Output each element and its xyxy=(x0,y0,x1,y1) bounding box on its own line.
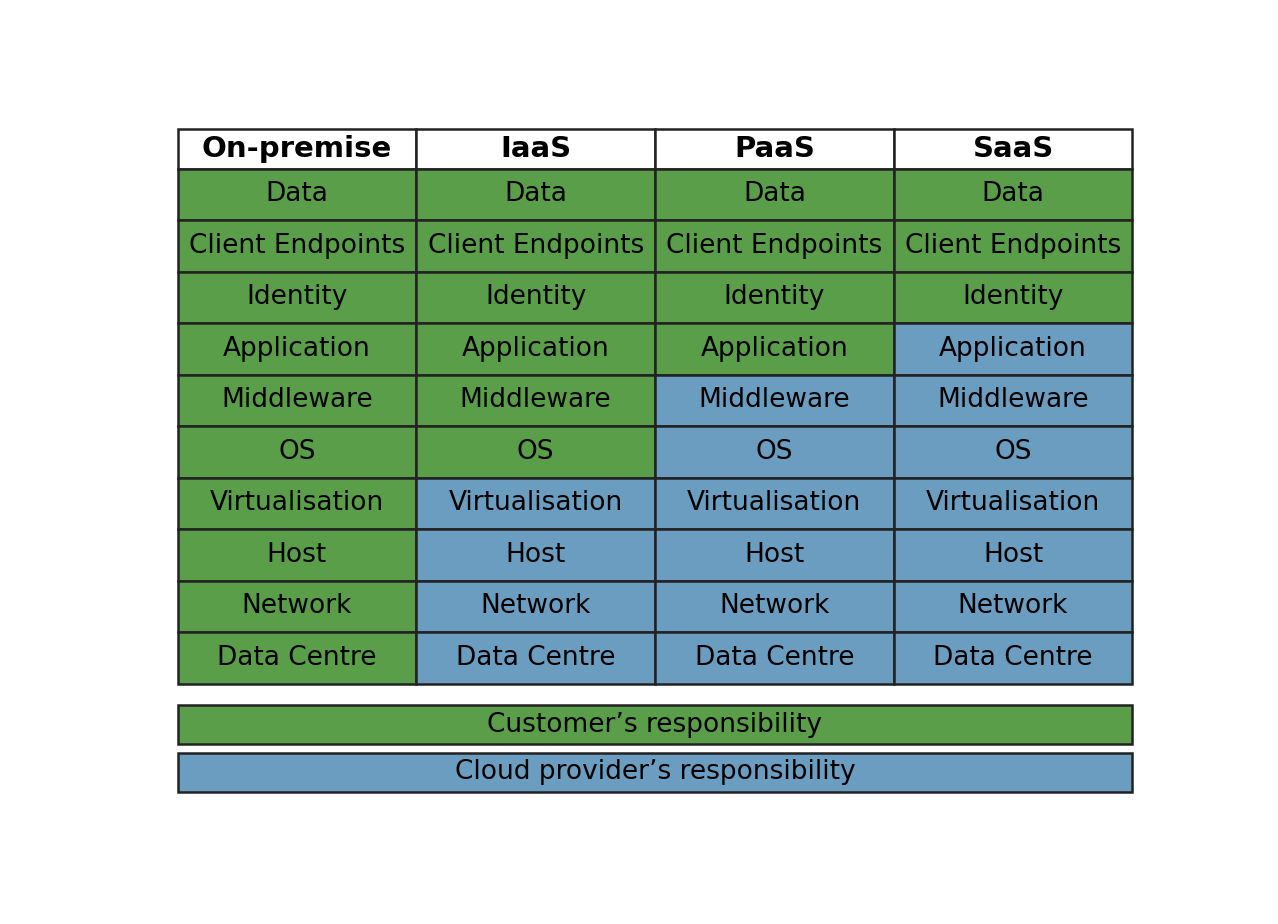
Bar xyxy=(417,323,656,374)
Bar xyxy=(178,478,417,529)
Text: Host: Host xyxy=(506,541,566,568)
Text: Middleware: Middleware xyxy=(699,387,850,413)
Bar xyxy=(656,580,893,632)
Bar xyxy=(893,128,1132,168)
Bar xyxy=(178,323,417,374)
Bar xyxy=(656,220,893,272)
Text: Application: Application xyxy=(700,335,849,362)
Bar xyxy=(656,632,893,684)
Bar xyxy=(178,374,417,426)
Text: Identity: Identity xyxy=(247,285,348,310)
Text: Customer’s responsibility: Customer’s responsibility xyxy=(487,711,823,737)
Text: Virtualisation: Virtualisation xyxy=(210,491,385,517)
Bar xyxy=(417,220,656,272)
Bar xyxy=(417,168,656,220)
Bar xyxy=(893,426,1132,478)
Text: Network: Network xyxy=(481,593,590,619)
Text: Host: Host xyxy=(267,541,327,568)
Text: Client Endpoints: Client Endpoints xyxy=(189,233,405,259)
Bar xyxy=(656,426,893,478)
Bar xyxy=(178,753,1132,792)
Bar xyxy=(656,529,893,580)
Text: Virtualisation: Virtualisation xyxy=(688,491,861,517)
Bar xyxy=(893,220,1132,272)
Text: SaaS: SaaS xyxy=(973,135,1053,163)
Bar xyxy=(417,272,656,323)
Bar xyxy=(656,374,893,426)
Text: Data: Data xyxy=(505,181,567,207)
Text: Identity: Identity xyxy=(962,285,1063,310)
Bar xyxy=(178,705,1132,744)
Text: Client Endpoints: Client Endpoints xyxy=(905,233,1121,259)
Text: Data: Data xyxy=(266,181,328,207)
Bar xyxy=(178,632,417,684)
Bar xyxy=(656,323,893,374)
Text: Application: Application xyxy=(224,335,371,362)
Bar xyxy=(178,220,417,272)
Text: Middleware: Middleware xyxy=(460,387,611,413)
Bar xyxy=(178,272,417,323)
Text: IaaS: IaaS xyxy=(500,135,571,163)
Text: Identity: Identity xyxy=(484,285,587,310)
Text: Host: Host xyxy=(983,541,1043,568)
Bar xyxy=(417,632,656,684)
Bar xyxy=(893,272,1132,323)
Text: Identity: Identity xyxy=(723,285,826,310)
Text: Cloud provider’s responsibility: Cloud provider’s responsibility xyxy=(455,760,855,785)
Text: Middleware: Middleware xyxy=(937,387,1089,413)
Bar xyxy=(178,128,417,168)
Bar xyxy=(178,580,417,632)
Text: Host: Host xyxy=(744,541,804,568)
Bar xyxy=(893,168,1132,220)
Bar xyxy=(417,128,656,168)
Bar xyxy=(178,168,417,220)
Text: Data Centre: Data Centre xyxy=(694,645,854,671)
Bar xyxy=(893,632,1132,684)
Text: Data Centre: Data Centre xyxy=(456,645,616,671)
Bar xyxy=(656,128,893,168)
Text: Network: Network xyxy=(242,593,353,619)
Text: Network: Network xyxy=(957,593,1068,619)
Bar xyxy=(417,580,656,632)
Bar xyxy=(656,168,893,220)
Text: OS: OS xyxy=(516,439,555,465)
Bar xyxy=(893,323,1132,374)
Bar xyxy=(178,426,417,478)
Text: OS: OS xyxy=(994,439,1031,465)
Bar xyxy=(893,478,1132,529)
Text: Data Centre: Data Centre xyxy=(933,645,1093,671)
Text: PaaS: PaaS xyxy=(734,135,815,163)
Text: Application: Application xyxy=(939,335,1086,362)
Bar xyxy=(417,529,656,580)
Text: Middleware: Middleware xyxy=(221,387,373,413)
Bar xyxy=(656,478,893,529)
Text: Virtualisation: Virtualisation xyxy=(925,491,1100,517)
Bar xyxy=(893,374,1132,426)
Text: Virtualisation: Virtualisation xyxy=(449,491,622,517)
Text: OS: OS xyxy=(279,439,316,465)
Bar xyxy=(656,272,893,323)
Text: Client Endpoints: Client Endpoints xyxy=(428,233,644,259)
Bar xyxy=(417,374,656,426)
Text: Network: Network xyxy=(720,593,829,619)
Bar xyxy=(178,529,417,580)
Text: On-premise: On-premise xyxy=(202,135,392,163)
Bar xyxy=(893,529,1132,580)
Text: Data: Data xyxy=(743,181,805,207)
Text: Data: Data xyxy=(982,181,1044,207)
Bar xyxy=(417,478,656,529)
Bar xyxy=(417,426,656,478)
Bar xyxy=(893,580,1132,632)
Text: OS: OS xyxy=(755,439,794,465)
Text: Application: Application xyxy=(461,335,610,362)
Text: Data Centre: Data Centre xyxy=(217,645,377,671)
Text: Client Endpoints: Client Endpoints xyxy=(666,233,882,259)
